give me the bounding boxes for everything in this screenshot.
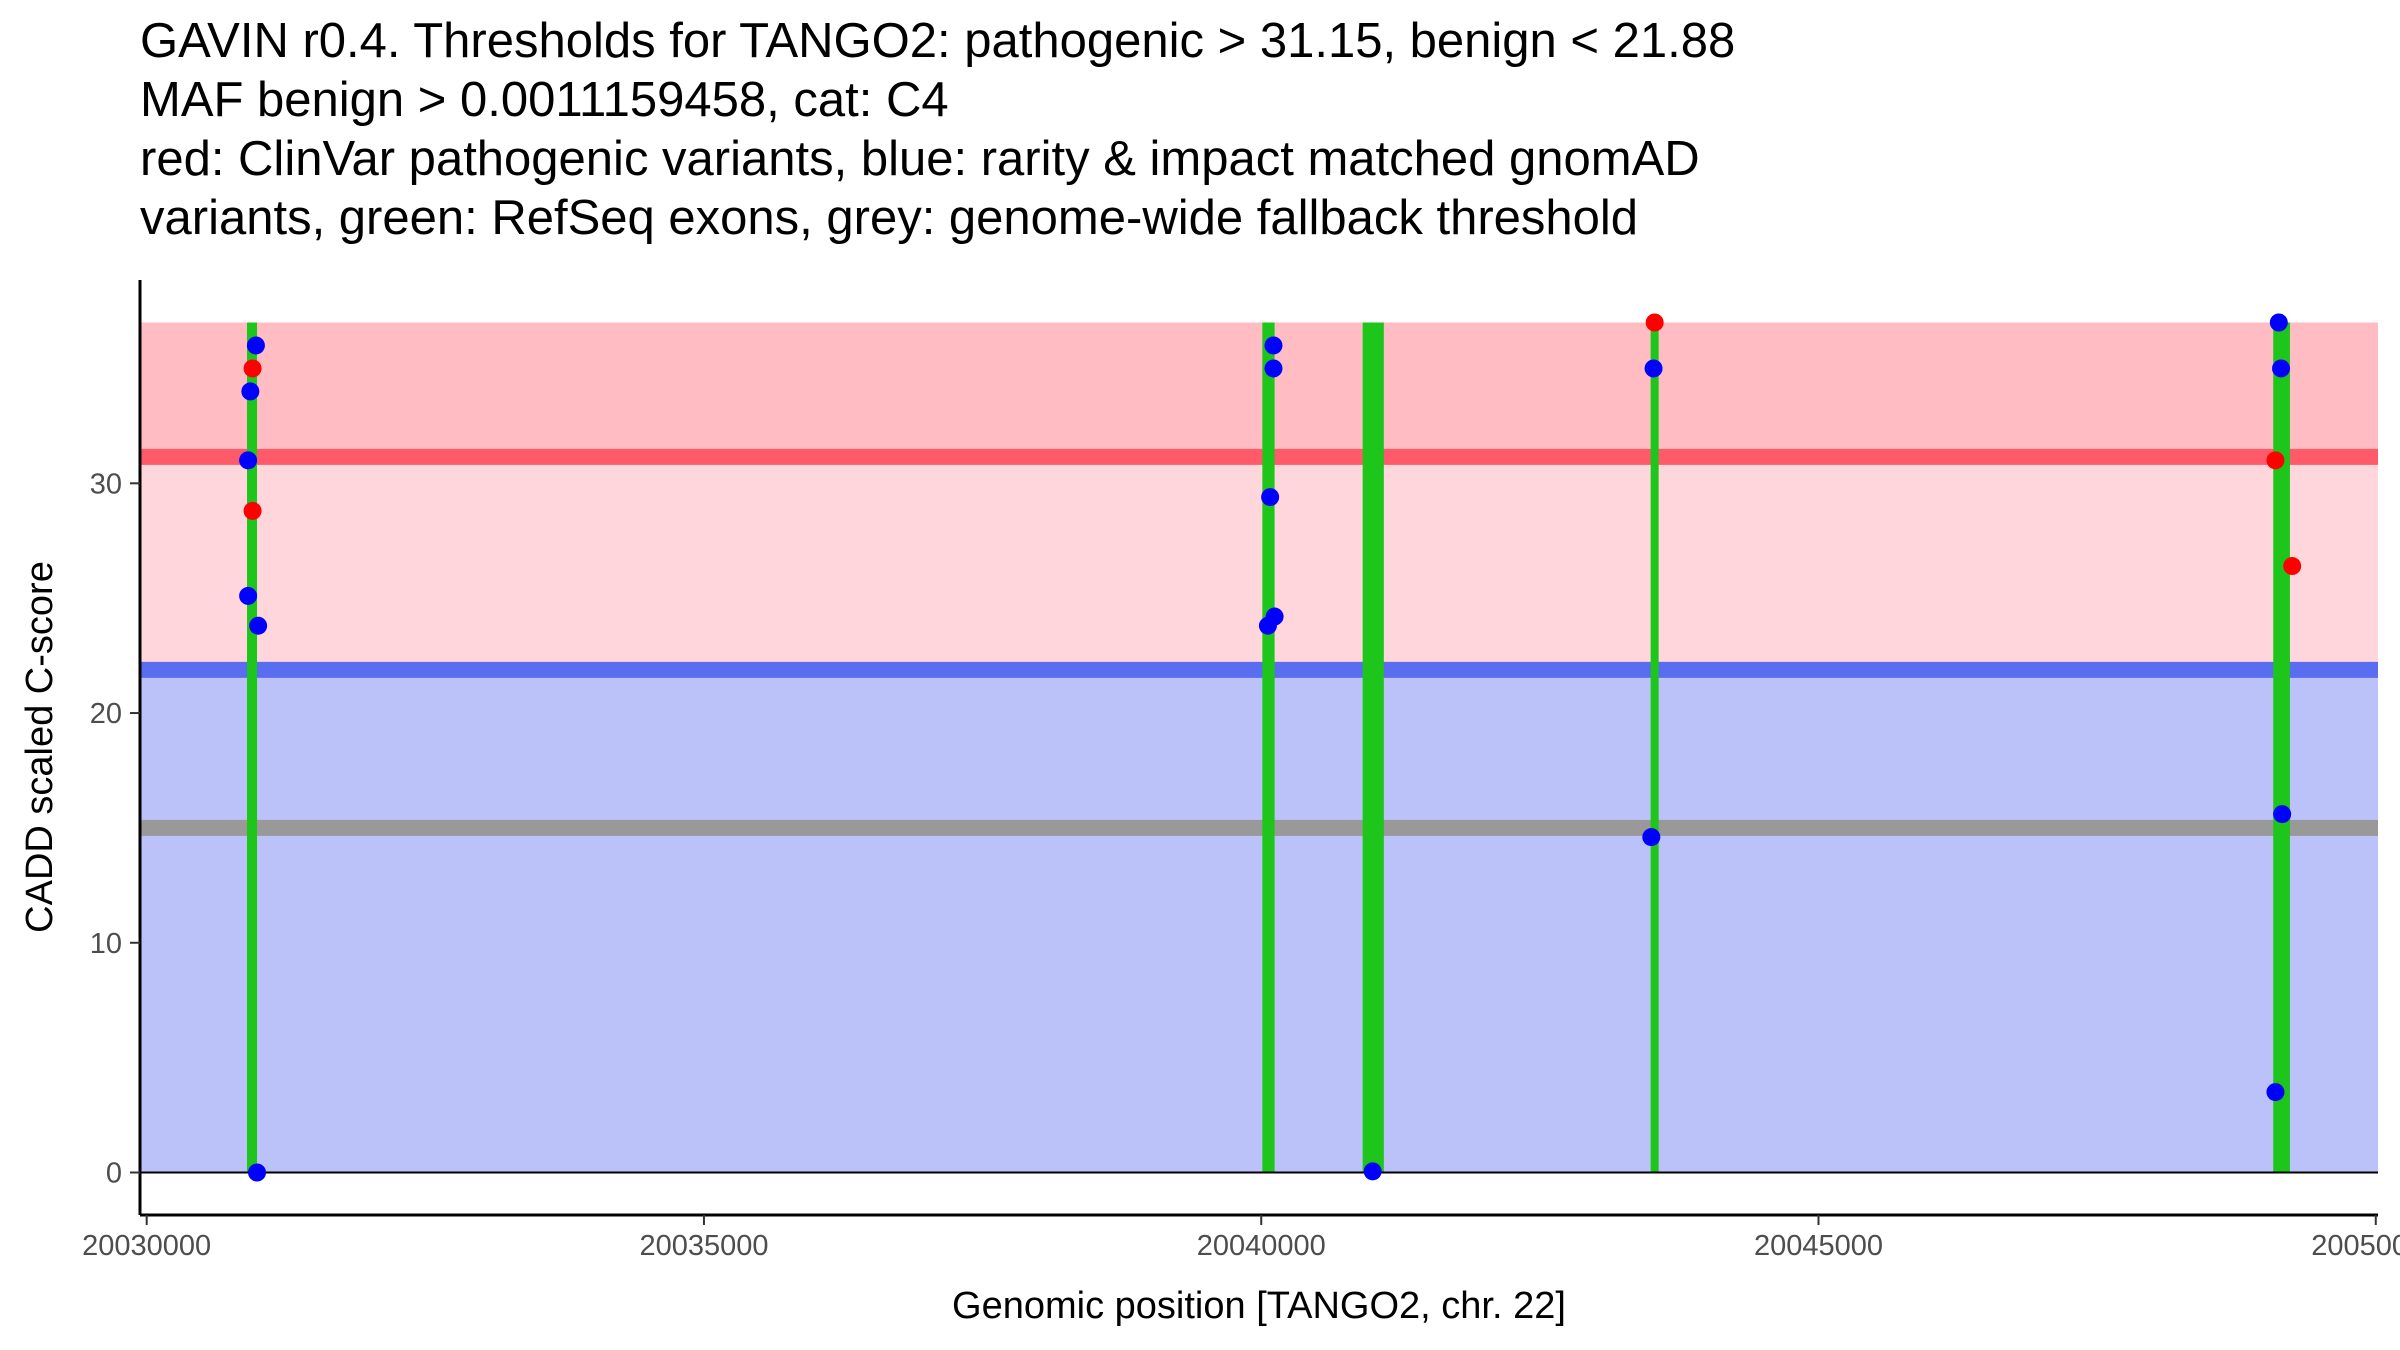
fallback-threshold-line <box>140 819 2378 836</box>
exon-bar <box>1650 322 1659 1173</box>
chart-title: GAVIN r0.4. Thresholds for TANGO2: patho… <box>140 12 1735 248</box>
x-axis-title: Genomic position [TANGO2, chr. 22] <box>952 1285 1566 1327</box>
gnomad-point <box>1644 359 1663 378</box>
title-line-1: GAVIN r0.4. Thresholds for TANGO2: patho… <box>140 14 1736 68</box>
pathogenic-strong-zone <box>140 322 2378 457</box>
x-tick-label: 20045000 <box>1754 1230 1883 1262</box>
clinvar-point <box>243 359 262 378</box>
y-tick-label: 30 <box>90 468 122 500</box>
y-axis-title: CADD scaled C-score <box>19 561 61 933</box>
clinvar-point <box>2266 451 2285 470</box>
gnomad-point <box>1363 1162 1382 1181</box>
y-tick-label: 0 <box>106 1158 122 1190</box>
exon-bar <box>2273 322 2290 1173</box>
benign-zone <box>140 669 2378 1173</box>
title-line-4: variants, green: RefSeq exons, grey: gen… <box>140 191 1639 245</box>
gnomad-point <box>241 382 260 401</box>
pathogenic-zone <box>140 456 2378 670</box>
gnomad-point <box>248 1163 267 1182</box>
exon-bar <box>1362 322 1384 1173</box>
gnomad-point <box>249 616 268 635</box>
gnomad-point <box>2269 313 2288 332</box>
gnomad-point <box>239 586 258 605</box>
ticks: 20030000 20035000 20040000 20045000 20050000… <box>82 468 2400 1262</box>
x-tick-label: 20030000 <box>82 1230 211 1262</box>
gnomad-point <box>1261 488 1280 507</box>
y-tick-label: 20 <box>90 698 122 730</box>
x-tick-label: 20035000 <box>639 1230 768 1262</box>
title-line-3: red: ClinVar pathogenic variants, blue: … <box>140 132 1700 186</box>
gnomad-point <box>1264 359 1283 378</box>
exon-bar <box>246 322 258 1173</box>
gnomad-point <box>1642 828 1661 847</box>
pathogenic-threshold-line <box>140 448 2378 465</box>
gnomad-point <box>2266 1083 2285 1102</box>
gnomad-point <box>1264 336 1283 355</box>
clinvar-point <box>243 501 262 520</box>
gnomad-point <box>2272 359 2291 378</box>
plot-panel <box>140 313 2378 1182</box>
x-tick-label: 20050000 <box>2311 1230 2400 1262</box>
gnomad-point <box>1258 616 1277 635</box>
benign-threshold-line <box>140 661 2378 678</box>
x-tick-label: 20040000 <box>1197 1230 1326 1262</box>
exon-bar <box>1262 322 1275 1173</box>
clinvar-point <box>1645 313 1664 332</box>
axes <box>138 280 2378 1217</box>
gnomad-point <box>246 336 265 355</box>
gnomad-point <box>239 451 258 470</box>
title-line-2: MAF benign > 0.0011159458, cat: C4 <box>140 73 949 127</box>
clinvar-point <box>2283 557 2302 576</box>
y-tick-label: 10 <box>90 928 122 960</box>
gnomad-point <box>2273 805 2292 824</box>
